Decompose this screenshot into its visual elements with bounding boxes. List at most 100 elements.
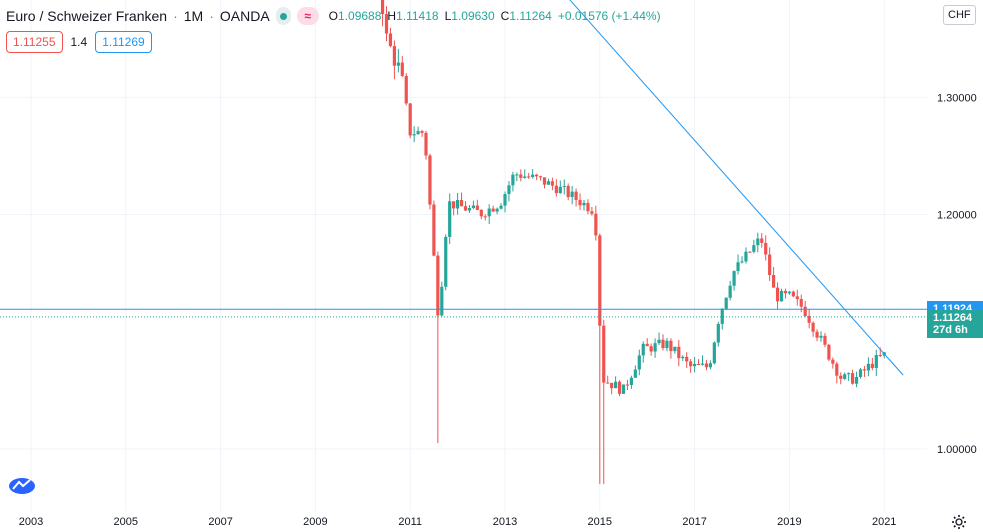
candle [736, 254, 740, 275]
drawings-layer[interactable] [0, 0, 927, 376]
candle-body [384, 13, 389, 34]
candle-body [874, 355, 878, 368]
candle-body [380, 0, 385, 14]
price-axis[interactable]: 1.700001.600001.500001.400001.300001.200… [937, 0, 977, 456]
candle [783, 288, 788, 299]
candle-body [452, 201, 456, 209]
candle-body [542, 177, 547, 185]
candle-body [764, 242, 768, 255]
candle-body [847, 373, 851, 375]
time-tick-label: 2009 [303, 516, 327, 528]
candle-body [420, 131, 424, 133]
candle [535, 173, 539, 180]
candle-body [586, 202, 590, 212]
candle-body [858, 369, 863, 377]
time-tick-label: 2021 [872, 516, 896, 528]
candle [432, 200, 436, 257]
candle-body [400, 62, 404, 76]
candle [653, 338, 657, 358]
time-tick-label: 2005 [114, 516, 138, 528]
candle [495, 207, 499, 215]
high-value: 1.11418 [396, 9, 439, 23]
time-axis[interactable]: 2003 2005 2007 2009 2011 2013 2015 2017 2019 2021 [19, 516, 897, 528]
candle [681, 355, 685, 361]
candle [558, 180, 562, 194]
candle [538, 175, 543, 181]
candle [602, 319, 606, 485]
candle-body [602, 325, 606, 383]
candle-body [621, 384, 626, 394]
candle-body [685, 356, 689, 362]
candle-body [673, 346, 677, 352]
candle-body [803, 306, 807, 316]
candle [578, 193, 582, 211]
candle [542, 177, 547, 189]
candle-body [444, 236, 448, 287]
candle-body [550, 181, 554, 186]
candle [819, 331, 823, 342]
candle-body [432, 204, 436, 256]
candle [657, 332, 661, 346]
candle [463, 201, 468, 212]
candle-body [637, 355, 641, 370]
candle [416, 126, 420, 135]
candle [554, 179, 558, 197]
market-status-pill[interactable] [275, 7, 291, 25]
symbol-header: Euro / Schweizer Franken · 1M · OANDA ≈ … [6, 6, 661, 26]
exchange-label[interactable]: OANDA [219, 8, 270, 24]
candle-body [574, 191, 578, 200]
candle [823, 332, 827, 348]
candle-body [839, 375, 843, 379]
candle [665, 337, 669, 352]
candle [479, 208, 483, 219]
candle-body [823, 335, 827, 345]
separator: · [209, 8, 214, 24]
sell-button[interactable]: 1.11255 [6, 31, 63, 53]
candle-body [499, 205, 503, 209]
candle [519, 169, 523, 182]
candle-body [535, 174, 539, 177]
candle-body [878, 355, 882, 357]
candle-body [736, 262, 740, 272]
candle [874, 349, 878, 376]
interval-label[interactable]: 1M [183, 8, 204, 24]
compare-icon[interactable]: ≈ [296, 7, 319, 25]
candle [772, 266, 776, 288]
candle [724, 297, 728, 311]
candle [764, 235, 768, 261]
candle-body [562, 185, 566, 187]
last-price-tag: 1.11264 27d 6h [927, 309, 983, 338]
candle [752, 239, 756, 254]
candle-body [681, 356, 685, 359]
candle-body [669, 340, 673, 352]
candle [740, 256, 744, 264]
candle-body [854, 376, 859, 384]
candle-body [772, 274, 776, 288]
candle [491, 205, 495, 213]
candle [732, 270, 736, 291]
candle [452, 201, 456, 216]
candle-body [657, 339, 661, 344]
candle [448, 193, 452, 245]
candle-body [428, 155, 432, 205]
buy-button[interactable]: 1.11269 [95, 31, 152, 53]
candle [621, 384, 626, 395]
candle [412, 126, 416, 143]
candle [807, 309, 811, 329]
candle [574, 188, 578, 207]
candle-body [614, 381, 618, 389]
ohlc-values: O1.09688 H1.11418 L1.09630 C1.11264 +0.0… [328, 9, 661, 23]
symbol-name[interactable]: Euro / Schweizer Franken [6, 8, 168, 24]
candle-body [408, 103, 412, 136]
candle-body [436, 255, 440, 316]
candle-body [720, 308, 724, 324]
candle [629, 375, 633, 389]
price-tick-label: 1.20000 [937, 210, 977, 222]
currency-button[interactable]: CHF [943, 5, 976, 25]
candle-body [712, 342, 716, 364]
candle [720, 308, 724, 330]
candle-body [689, 361, 693, 367]
gear-icon[interactable] [951, 514, 967, 530]
tradingview-logo-icon[interactable] [8, 474, 36, 494]
